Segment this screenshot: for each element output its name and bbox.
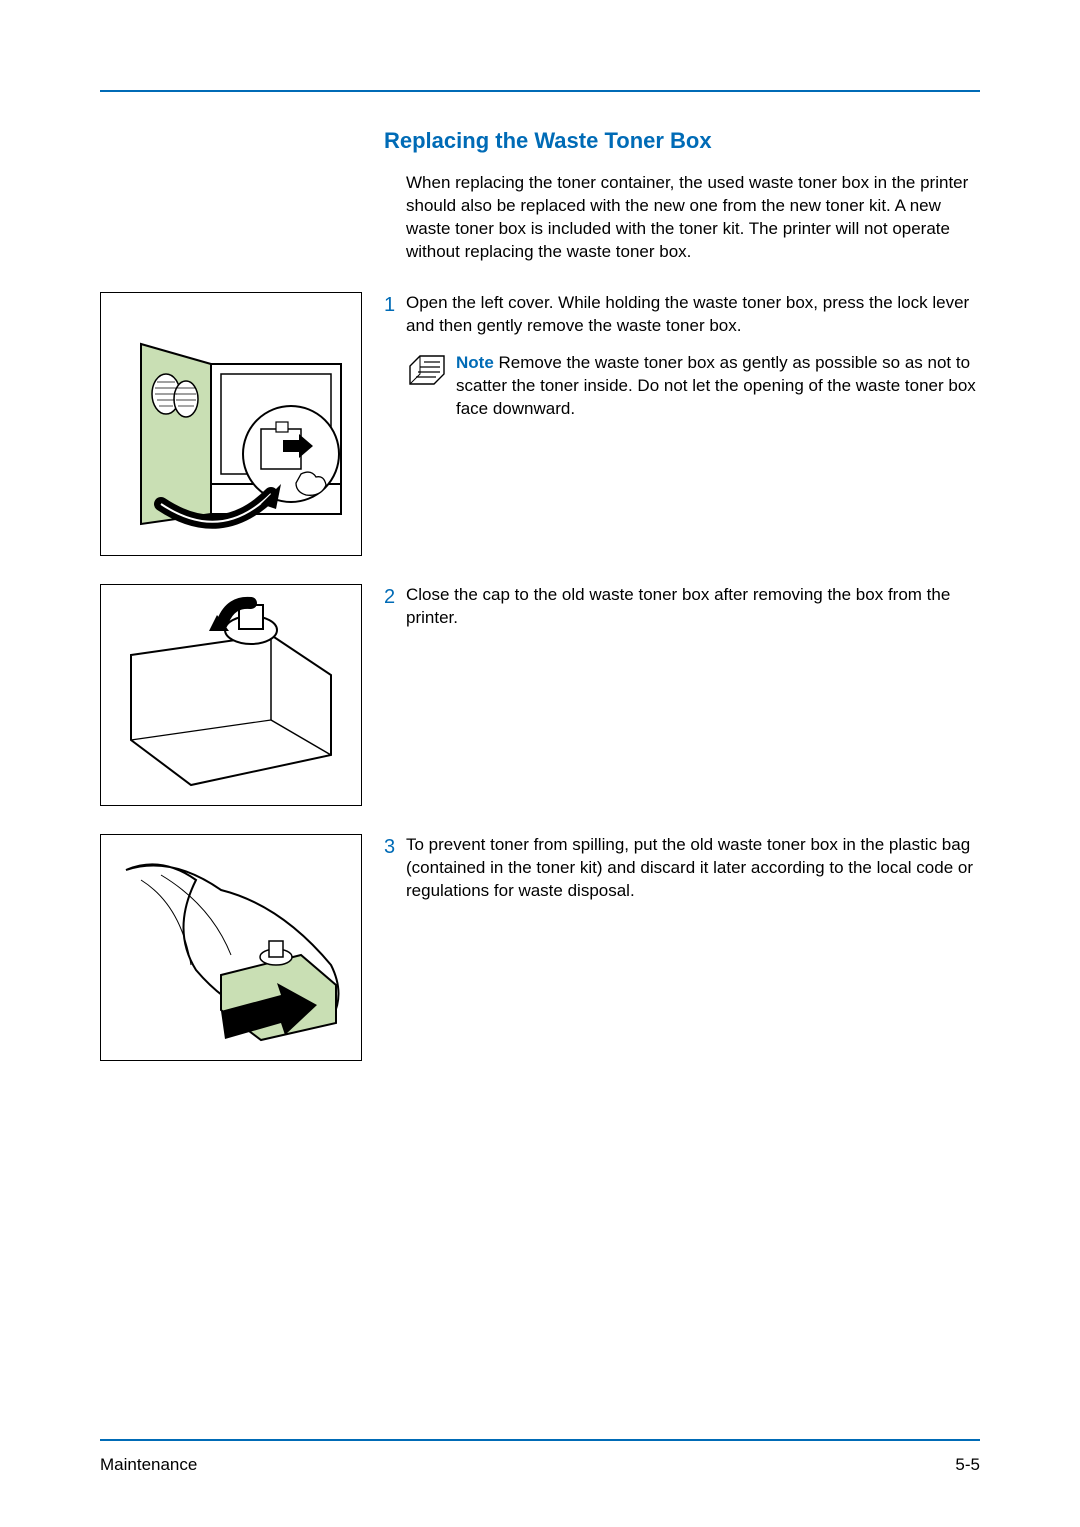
bag-svg-icon — [101, 835, 361, 1060]
footer-left: Maintenance — [100, 1455, 197, 1475]
page-footer: Maintenance 5-5 — [100, 1439, 980, 1475]
waste-toner-box-cap-illustration — [100, 584, 362, 806]
printer-svg-icon — [101, 294, 361, 554]
step-2-text: Close the cap to the old waste toner box… — [406, 584, 980, 630]
step-3-text: To prevent toner from spilling, put the … — [406, 834, 980, 903]
step-1-figure — [100, 292, 362, 556]
step-1-number: 1 — [384, 292, 406, 421]
step-1: 1 Open the left cover. While holding the… — [100, 292, 980, 556]
step-2-figure — [100, 584, 362, 806]
toner-box-svg-icon — [101, 585, 361, 805]
step-1-note: Note Remove the waste toner box as gentl… — [406, 352, 980, 421]
step-1-body: Open the left cover. While holding the w… — [406, 292, 980, 421]
footer-right: 5-5 — [955, 1455, 980, 1475]
intro-paragraph: When replacing the toner container, the … — [406, 172, 980, 264]
step-1-note-text: Note Remove the waste toner box as gentl… — [456, 352, 980, 421]
section-title: Replacing the Waste Toner Box — [384, 128, 980, 154]
note-body: Remove the waste toner box as gently as … — [456, 353, 976, 418]
note-icon — [406, 352, 446, 388]
step-3-number: 3 — [384, 834, 406, 903]
step-1-text: Open the left cover. While holding the w… — [406, 293, 969, 335]
waste-toner-box-bag-illustration — [100, 834, 362, 1061]
top-divider — [100, 90, 980, 92]
page: Replacing the Waste Toner Box When repla… — [0, 0, 1080, 1527]
note-label: Note — [456, 353, 494, 372]
step-3: 3 To prevent toner from spilling, put th… — [100, 834, 980, 1061]
step-2: 2 Close the cap to the old waste toner b… — [100, 584, 980, 806]
step-3-figure — [100, 834, 362, 1061]
bottom-divider — [100, 1439, 980, 1441]
step-2-number: 2 — [384, 584, 406, 630]
printer-open-cover-illustration — [100, 292, 362, 556]
